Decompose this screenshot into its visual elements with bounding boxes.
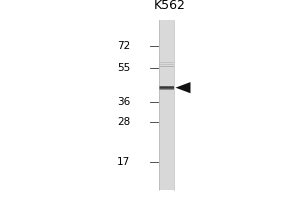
Text: 55: 55	[117, 63, 130, 73]
Bar	[159, 64, 174, 65]
Text: K562: K562	[154, 0, 185, 12]
Bar	[159, 88, 174, 89]
Bar	[159, 43, 174, 54]
Polygon shape	[176, 82, 190, 93]
Text: 72: 72	[117, 41, 130, 51]
Bar	[159, 87, 174, 88]
Bar	[159, 156, 174, 167]
Bar	[159, 84, 174, 85]
Bar	[159, 77, 174, 88]
Bar	[159, 89, 174, 90]
Text: 28: 28	[117, 117, 130, 127]
Bar	[159, 31, 174, 43]
Bar	[159, 99, 174, 111]
Bar	[159, 62, 174, 63]
Bar	[159, 65, 174, 77]
Bar	[159, 64, 174, 65]
Bar	[159, 133, 174, 145]
Bar	[159, 145, 174, 156]
Bar	[159, 20, 174, 190]
Text: 36: 36	[117, 97, 130, 107]
Bar	[159, 122, 174, 133]
Bar	[159, 86, 174, 87]
Bar	[159, 167, 174, 179]
Bar	[159, 88, 174, 99]
Bar	[159, 90, 174, 91]
Text: 17: 17	[117, 157, 130, 167]
Bar	[159, 66, 174, 67]
Bar	[159, 111, 174, 122]
Bar	[159, 20, 174, 31]
Bar	[159, 179, 174, 190]
Bar	[159, 54, 174, 65]
